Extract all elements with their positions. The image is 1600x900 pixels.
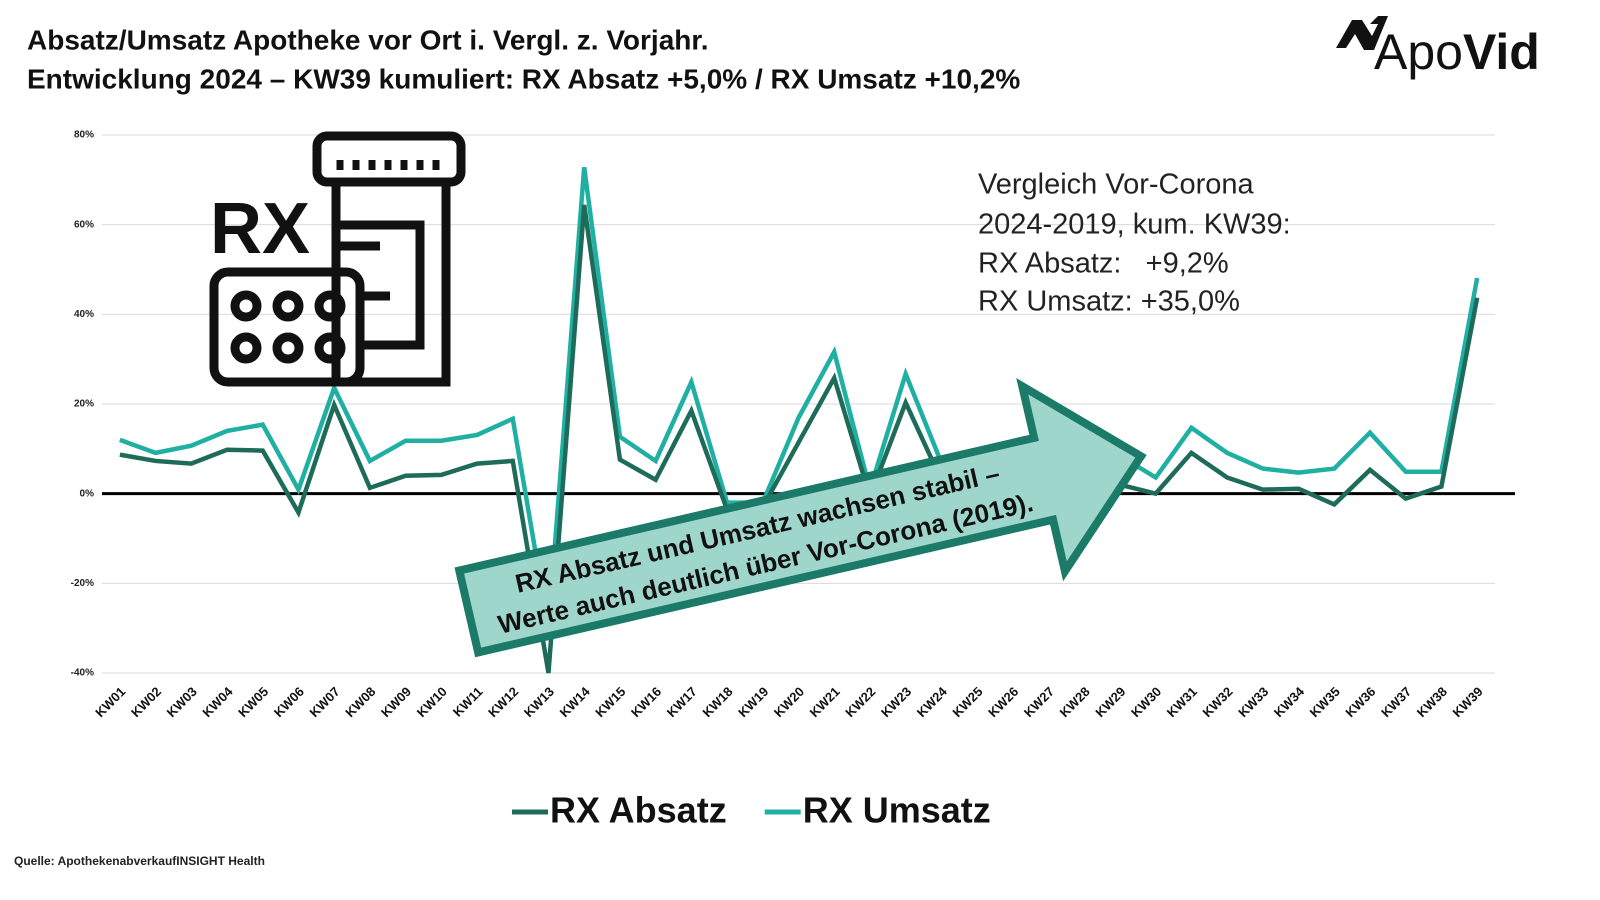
x-tick-label: KW30 xyxy=(1128,684,1164,720)
arrow-shape xyxy=(454,378,1147,658)
x-tick-label: KW15 xyxy=(592,684,628,720)
x-tick-label: KW14 xyxy=(557,683,594,720)
y-tick-label: 40% xyxy=(74,309,94,320)
y-tick-label: 80% xyxy=(74,130,94,141)
x-tick-label: KW33 xyxy=(1235,684,1271,720)
annotation-line: RX Umsatz: +35,0% xyxy=(978,286,1240,318)
y-tick-label: -40% xyxy=(71,668,94,679)
bottle-cap xyxy=(312,131,466,187)
x-tick-label: KW28 xyxy=(1057,684,1093,720)
x-tick-label: KW29 xyxy=(1092,684,1128,720)
x-tick-label: KW13 xyxy=(521,684,557,720)
x-tick-label: KW37 xyxy=(1378,684,1414,720)
y-tick-label: 0% xyxy=(80,488,95,499)
x-tick-label: KW25 xyxy=(949,684,985,720)
bottle-body xyxy=(331,182,451,387)
x-tick-label: KW39 xyxy=(1450,684,1486,720)
logo-mark xyxy=(1336,16,1388,50)
x-tick-label: KW03 xyxy=(164,684,200,720)
logo-light: Apo xyxy=(1374,24,1463,80)
logo-text: ApoVid xyxy=(1374,24,1540,80)
legend-label: RX Absatz xyxy=(550,790,727,831)
x-tick-label: KW12 xyxy=(485,684,521,720)
x-tick-label: KW05 xyxy=(235,684,271,720)
annotation-line: 2024-2019, kum. KW39: xyxy=(978,209,1291,241)
x-tick-label: KW32 xyxy=(1200,684,1236,720)
pill xyxy=(314,332,346,364)
x-tick-label: KW19 xyxy=(735,684,771,720)
x-tick-label: KW17 xyxy=(664,684,700,720)
legend: RX Absatz RX Umsatz xyxy=(512,790,991,831)
x-tick-label: KW22 xyxy=(842,684,878,720)
bottle-lines xyxy=(336,241,390,301)
x-tick-label: KW07 xyxy=(307,684,343,720)
legend-label: RX Umsatz xyxy=(803,790,991,831)
logo-bold: Vid xyxy=(1463,24,1540,80)
x-tick-label: KW08 xyxy=(342,684,378,720)
icon-label: RX xyxy=(210,189,310,269)
chart-title: Absatz/Umsatz Apotheke vor Ort i. Vergl.… xyxy=(27,24,709,55)
x-tick-label: KW34 xyxy=(1271,683,1308,720)
x-tick-label: KW26 xyxy=(985,684,1021,720)
x-tick-label: KW06 xyxy=(271,684,307,720)
x-tick-label: KW31 xyxy=(1164,684,1200,720)
y-tick-label: 60% xyxy=(74,219,94,230)
cap-ridges xyxy=(336,160,440,170)
x-tick-label: KW10 xyxy=(414,684,450,720)
x-tick-label: KW20 xyxy=(771,684,807,720)
pill xyxy=(230,332,262,364)
pill xyxy=(230,290,262,322)
x-tick-label: KW23 xyxy=(878,684,914,720)
y-tick-label: 20% xyxy=(74,399,94,410)
pill xyxy=(272,332,304,364)
chart-subtitle: Entwicklung 2024 – KW39 kumuliert: RX Ab… xyxy=(27,63,1020,94)
x-tick-label: KW04 xyxy=(199,683,236,720)
x-tick-label: KW02 xyxy=(128,684,164,720)
annotation: Vergleich Vor-Corona 2024-2019, kum. KW3… xyxy=(978,169,1291,318)
x-tick-label: KW35 xyxy=(1307,684,1343,720)
y-tick-label: -20% xyxy=(71,578,94,589)
annotation-line: RX Absatz: +9,2% xyxy=(978,248,1229,280)
bottle-label xyxy=(336,220,425,350)
x-tick-label: KW24 xyxy=(914,683,951,720)
x-tick-label: KW38 xyxy=(1414,684,1450,720)
x-tick-label: KW21 xyxy=(807,684,843,720)
blister xyxy=(209,267,365,387)
x-tick-label: KW01 xyxy=(92,684,128,720)
x-tick-label: KW09 xyxy=(378,684,414,720)
logo: ApoVid xyxy=(1336,16,1540,80)
data-line xyxy=(119,166,1480,629)
rx-icon xyxy=(209,131,466,387)
x-tick-label: KW18 xyxy=(699,684,735,720)
source-note: Quelle: ApothekenabverkaufINSIGHT Health xyxy=(14,854,265,868)
pill xyxy=(314,290,346,322)
x-tick-label: KW11 xyxy=(450,684,486,720)
x-tick-label: KW27 xyxy=(1021,684,1057,720)
plot-area xyxy=(119,166,1480,674)
annotation-line: Vergleich Vor-Corona xyxy=(978,169,1255,201)
pill xyxy=(272,290,304,322)
data-line xyxy=(119,204,1480,674)
x-tick-label: KW16 xyxy=(628,684,664,720)
x-tick-label: KW36 xyxy=(1342,684,1378,720)
